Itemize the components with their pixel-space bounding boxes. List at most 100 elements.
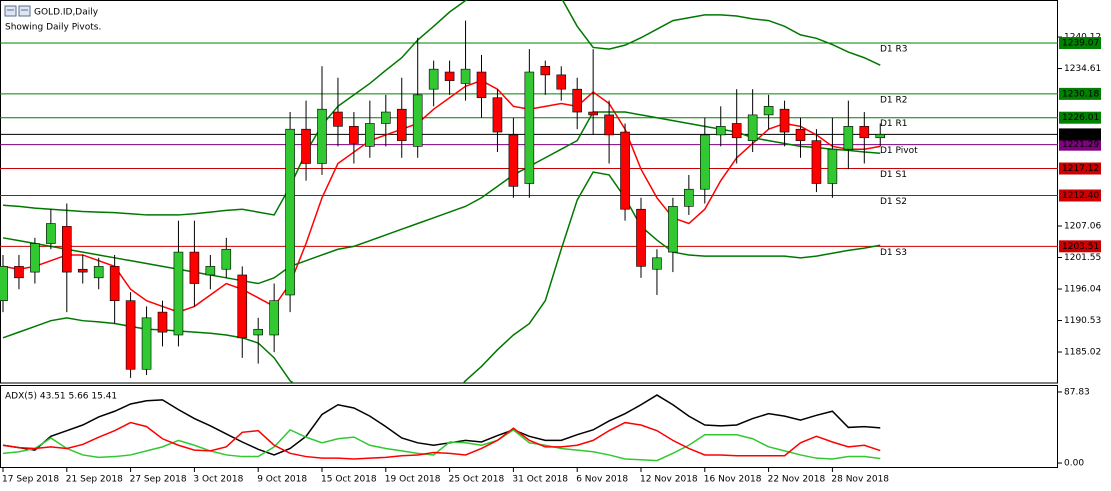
y-tick-label: 1185.02 xyxy=(1064,348,1101,358)
y-tick-label: 1190.53 xyxy=(1064,316,1101,326)
candle-body xyxy=(588,111,598,116)
indicator-tick-label: 87.83 xyxy=(1064,387,1090,397)
candle-body xyxy=(715,126,726,136)
pivot-price-label: 1239.07 xyxy=(1062,39,1099,49)
candle-body xyxy=(859,126,870,139)
candle-body xyxy=(301,128,311,164)
candle-body xyxy=(795,128,806,141)
candle-body xyxy=(157,311,168,333)
pivot-price-label: 1212.40 xyxy=(1062,191,1099,201)
indicator-line xyxy=(2,421,881,460)
candle-body xyxy=(221,248,232,270)
pivot-price-box xyxy=(1059,111,1101,124)
indicator-label: ADX(5) 43.51 5.66 15.41 xyxy=(5,392,117,402)
pivot-label: D1 S1 xyxy=(880,170,907,180)
candle-body xyxy=(333,111,343,127)
candle-body xyxy=(843,126,854,150)
candle-body xyxy=(253,328,263,336)
x-tick-label: 9 Oct 2018 xyxy=(257,475,307,485)
pivot-price-box xyxy=(1059,189,1101,202)
candle-body xyxy=(46,223,56,244)
candle-body xyxy=(141,317,152,370)
pivot-price-box xyxy=(1059,138,1101,151)
pivot-label: D1 R3 xyxy=(880,45,908,55)
pivot-label: D1 R2 xyxy=(880,95,908,105)
candle-body xyxy=(109,266,120,301)
candle-body xyxy=(572,88,583,113)
pivot-price-label: 1221.29 xyxy=(1062,140,1099,150)
x-tick-label: 27 Sep 2018 xyxy=(130,475,187,485)
candle-body xyxy=(444,71,455,81)
pivot-label: D1 Pivot xyxy=(880,146,918,156)
candle-body xyxy=(269,300,279,336)
candle-body xyxy=(189,251,200,284)
axes: 1185.02 1190.53 1196.04 1201.55 1207.06 1234.… xyxy=(2,33,1101,485)
candle-body xyxy=(827,148,838,184)
symbol-icon xyxy=(4,5,31,17)
indicator-tick-label: 0.00 xyxy=(1064,459,1084,469)
pivot-label: D1 S3 xyxy=(880,248,907,258)
pivot-price-box xyxy=(1059,162,1101,175)
candle-body xyxy=(125,300,136,370)
x-tick-label: 12 Nov 2018 xyxy=(640,475,698,485)
candle-body xyxy=(556,74,567,90)
overlay-line xyxy=(2,0,881,216)
candle-body xyxy=(93,266,104,279)
pivot-price-box xyxy=(1059,240,1101,253)
candle-body xyxy=(412,94,423,147)
pivot-label: D1 S2 xyxy=(880,197,907,207)
pivot-price-box xyxy=(1059,37,1101,50)
chart-subtitle: Showing Daily Pivots. xyxy=(5,23,101,33)
x-tick-label: 25 Oct 2018 xyxy=(449,475,505,485)
candle-body xyxy=(524,71,535,184)
overlay-line xyxy=(2,79,881,313)
candle-body xyxy=(396,108,407,141)
main-plot: D1 R3 D1 R2 D1 R1 D1 Pivot D1 S1 D1 S2 D1 S3 xyxy=(0,0,1058,383)
candle-body xyxy=(14,266,24,279)
x-tick-label: 28 Nov 2018 xyxy=(831,475,889,485)
chart-title: GOLD.ID,Daily xyxy=(34,8,99,18)
candle-body xyxy=(380,111,391,124)
indicator-frame xyxy=(0,385,1058,468)
pivot-price-label: 1203.51 xyxy=(1062,242,1099,252)
indicator-plot xyxy=(2,394,881,462)
candle-body xyxy=(205,266,216,276)
candle-body xyxy=(237,274,248,339)
y-tick-label: 1201.55 xyxy=(1064,253,1101,263)
pivot-price-box xyxy=(1059,87,1101,100)
x-tick-label: 19 Oct 2018 xyxy=(385,475,441,485)
candle-body xyxy=(77,268,88,273)
candle-body xyxy=(349,126,359,144)
x-tick-label: 3 Oct 2018 xyxy=(193,475,243,485)
candle-body xyxy=(684,188,694,207)
candle-body xyxy=(61,226,72,273)
candle-body xyxy=(731,123,742,139)
pivot-label: D1 R1 xyxy=(880,119,908,129)
candle-body xyxy=(699,134,710,190)
indicator-line xyxy=(2,428,881,462)
candle-body xyxy=(811,140,822,184)
candle-body xyxy=(747,114,758,141)
last-price-label: 1223.09 xyxy=(1062,130,1099,140)
x-tick-label: 22 Nov 2018 xyxy=(768,475,826,485)
pivot-price-label: 1217.12 xyxy=(1062,164,1099,174)
candle-body xyxy=(508,134,519,187)
candle-body xyxy=(285,128,295,296)
candle-body xyxy=(428,68,439,90)
x-tick-label: 6 Nov 2018 xyxy=(576,475,628,485)
candle-body xyxy=(476,71,487,99)
indicator-line xyxy=(2,394,881,456)
candle-body xyxy=(0,266,8,301)
candle-body xyxy=(540,66,551,76)
y-tick-label: 1234.61 xyxy=(1064,64,1101,74)
candle-body xyxy=(604,114,614,136)
candle-body xyxy=(317,108,327,164)
candle-body xyxy=(763,106,774,116)
y-tick-label: 1196.04 xyxy=(1064,285,1101,295)
candle-body xyxy=(492,97,503,133)
candle-body xyxy=(620,131,630,210)
candle-body xyxy=(365,123,375,147)
x-tick-label: 16 Nov 2018 xyxy=(704,475,762,485)
